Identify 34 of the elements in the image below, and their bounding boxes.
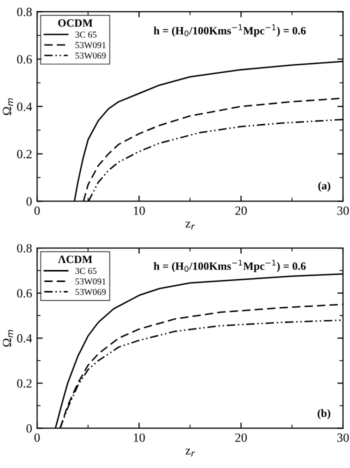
y-tick-label: 0.2 [17, 150, 32, 158]
legend-title: OCDM [58, 19, 92, 27]
y-tick-label: 0.8 [17, 244, 32, 253]
x-tick-label: 0 [34, 206, 40, 215]
legend-label: 53W091 [76, 278, 106, 285]
x-tick-label: 10 [134, 433, 145, 442]
legend-label: 53W069 [76, 52, 106, 59]
legend-label: 53W069 [76, 288, 106, 296]
y-tick-label: 0 [26, 424, 32, 433]
legend-label: 53W091 [76, 42, 106, 48]
y-tick-label: 0.4 [17, 334, 32, 343]
x-tick-label: 20 [235, 206, 247, 215]
x-axis-title: z$_{r}$ [186, 222, 195, 230]
annotation: (b) [318, 409, 330, 420]
y-axis-title: Ω$_{m}$ [2, 98, 14, 116]
annotation: h = (H$_{0}$/100Kms$^{−1}$Mpc$^{−1}$) = 0.6 [154, 260, 306, 272]
x-axis-title: z$_{r}$ [186, 448, 195, 457]
legend-label: 3C 65 [75, 268, 96, 274]
x-tick-label: 0 [34, 433, 40, 442]
legend-title: ΛCDM [58, 256, 92, 264]
legend-label: 3C 65 [75, 32, 96, 38]
y-tick-label: 0.4 [17, 102, 32, 111]
y-tick-label: 0.6 [17, 55, 32, 64]
x-tick-label: 10 [134, 206, 145, 215]
x-tick-label: 30 [337, 206, 349, 215]
y-tick-label: 0.6 [17, 289, 32, 298]
annotation: h = (H$_{0}$/100Kms$^{−1}$Mpc$^{−1}$) = 0.6 [154, 24, 306, 37]
annotation: (a) [318, 182, 330, 192]
y-axis-title: Ω$_{m}$ [2, 330, 14, 347]
y-tick-label: 0 [26, 197, 32, 206]
x-tick-label: 20 [235, 433, 247, 442]
x-tick-label: 30 [337, 433, 349, 442]
y-tick-label: 0.8 [17, 8, 32, 16]
y-tick-label: 0.2 [17, 379, 32, 388]
